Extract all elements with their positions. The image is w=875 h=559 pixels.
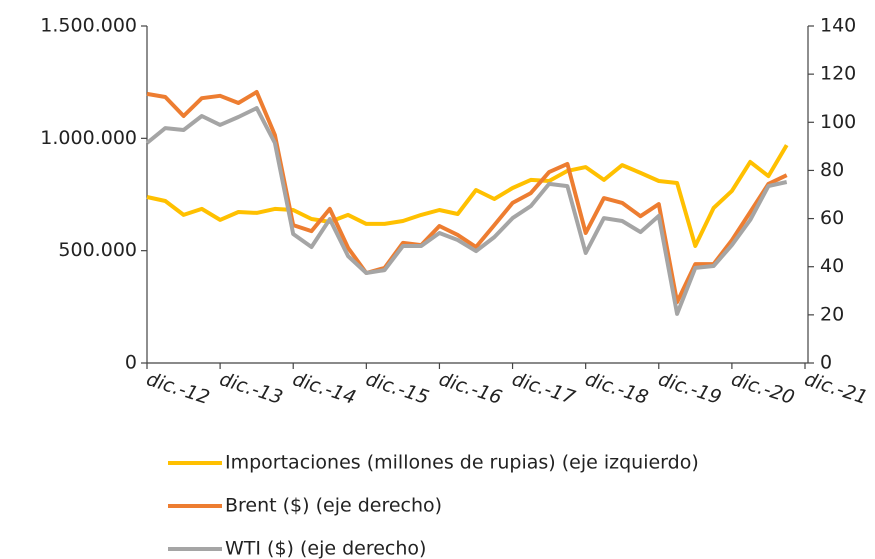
y2-tick-label: 80 — [820, 159, 844, 181]
y2-tick-label: 0 — [820, 352, 832, 374]
x-tick-label: dic.-15 — [363, 368, 431, 409]
series-line — [146, 144, 789, 248]
x-tick-label: dic.-17 — [509, 368, 577, 409]
x-tick-label: dic.-19 — [656, 368, 724, 409]
x-tick-label: dic.-13 — [217, 368, 285, 409]
legend-label: Importaciones (millones de rupias) (eje … — [225, 452, 699, 474]
y2-tick-label: 60 — [820, 207, 844, 229]
series-line — [145, 106, 788, 316]
x-tick-label: dic.-14 — [290, 368, 358, 409]
series-line — [146, 90, 788, 305]
y2-tick-label: 140 — [820, 15, 856, 37]
y-tick-label: 500.000 — [58, 239, 137, 261]
x-tick-label: dic.-20 — [729, 368, 797, 409]
x-tick-label: dic.-16 — [436, 368, 504, 409]
y-tick-label: 0 — [125, 352, 137, 374]
y2-tick-label: 20 — [820, 303, 844, 325]
y2-tick-label: 40 — [820, 255, 844, 277]
y2-tick-label: 100 — [820, 111, 856, 133]
x-tick-label: dic.-18 — [582, 368, 650, 409]
y-tick-label: 1.500.000 — [40, 15, 137, 37]
x-tick-label: dic.-12 — [144, 368, 212, 409]
legend-label: WTI ($) (eje derecho) — [225, 538, 426, 559]
legend-label: Brent ($) (eje derecho) — [225, 495, 442, 517]
x-tick-label: dic.-21 — [802, 368, 870, 409]
y-tick-label: 1.000.000 — [40, 127, 137, 149]
y2-tick-label: 120 — [820, 63, 856, 85]
